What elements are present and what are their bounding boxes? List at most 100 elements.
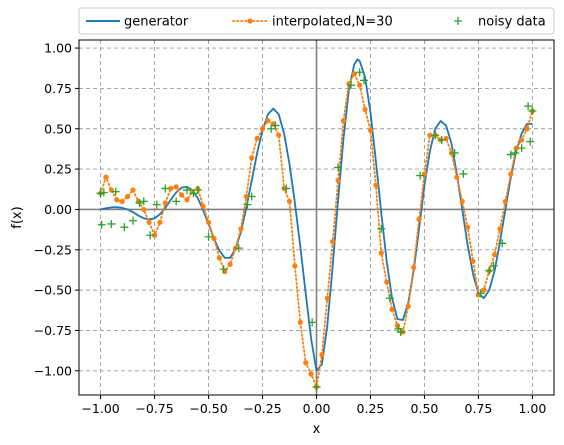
- noisy-data-point: [128, 216, 137, 225]
- interpolated-point: [265, 118, 271, 124]
- noisy-data-point: [385, 294, 394, 303]
- interpolated-point: [211, 235, 217, 242]
- interpolated-point: [162, 200, 168, 206]
- x-tick-label: 0.50: [411, 401, 439, 416]
- interpolated-point: [330, 239, 336, 245]
- interpolated-point: [303, 360, 309, 366]
- interpolated-point: [454, 174, 460, 180]
- noisy-data-point: [172, 197, 181, 206]
- x-tick-label: 0.25: [357, 401, 385, 416]
- x-tick-label: −0.75: [135, 401, 173, 416]
- noisy-data-point: [107, 219, 116, 228]
- y-tick-label: 0.25: [44, 162, 72, 177]
- legend: generator interpolated,N=30 noisy data: [78, 7, 555, 35]
- noisy-data-point: [247, 192, 256, 201]
- y-tick-label: −1.00: [34, 363, 72, 378]
- interpolated-point: [340, 118, 347, 124]
- interpolated-point: [254, 135, 260, 142]
- interpolated-point: [130, 187, 136, 193]
- interpolated-point: [497, 226, 503, 232]
- interpolated-point: [286, 198, 293, 204]
- noisy-data-point: [347, 81, 356, 90]
- legend-interpolated-label: interpolated,N=30: [272, 15, 393, 30]
- interpolated-point: [103, 174, 109, 180]
- noisy-data-point: [360, 76, 368, 85]
- interpolated-point: [200, 203, 206, 209]
- interpolated-point: [465, 224, 471, 230]
- legend-interpolated-marker: [247, 18, 253, 24]
- interpolated-point: [227, 261, 233, 267]
- interpolated-point: [411, 264, 417, 271]
- noisy-data-point: [524, 102, 533, 111]
- noisy-data-point: [120, 223, 129, 232]
- noisy-data-point: [450, 148, 459, 157]
- noisy-data-point: [485, 266, 494, 275]
- interpolated-point: [259, 126, 266, 132]
- interpolated-point: [405, 303, 411, 309]
- noisy-data-point: [459, 169, 468, 178]
- noisy-data-point: [377, 224, 386, 233]
- legend-box: [78, 7, 555, 35]
- grid: [79, 40, 554, 395]
- noisy-data-point: [476, 289, 485, 298]
- y-tick-label: 0.00: [44, 202, 72, 217]
- y-tick-label: −0.50: [34, 283, 72, 298]
- interpolated-point: [151, 232, 158, 238]
- noisy-data-point: [511, 148, 520, 157]
- interpolated-point: [146, 219, 152, 225]
- x-tick-label: 1.00: [518, 401, 546, 416]
- series-layer: [96, 58, 537, 391]
- noisy-data-point: [99, 188, 108, 197]
- interpolated-point: [502, 198, 509, 204]
- x-tick-label: −0.25: [243, 401, 281, 416]
- interpolated-point: [524, 126, 530, 132]
- interpolated-point: [362, 106, 368, 112]
- interpolated-point: [157, 219, 163, 225]
- noisy-data-point: [139, 197, 148, 206]
- interpolated-point: [178, 192, 185, 198]
- plot-area: [96, 58, 537, 391]
- noisy-data-point: [498, 239, 507, 248]
- y-tick-label: −0.75: [34, 323, 72, 338]
- noisy-data-point: [355, 68, 364, 77]
- interpolated-point: [308, 371, 314, 377]
- legend-noisy-label: noisy data: [478, 15, 546, 30]
- interpolated-point: [276, 132, 282, 138]
- interpolated-point: [459, 198, 465, 204]
- x-tick-label: −1.00: [81, 401, 119, 416]
- interpolated-point: [378, 250, 384, 256]
- noisy-data-point: [308, 318, 317, 327]
- noisy-data-point: [111, 187, 120, 196]
- interpolated-point: [216, 255, 222, 261]
- x-tick-label: 0.00: [303, 401, 331, 416]
- noisy-data-point: [282, 184, 291, 193]
- interpolated-point: [292, 263, 298, 269]
- interpolated-point: [519, 137, 525, 143]
- x-tick-label: 0.75: [465, 401, 493, 416]
- noisy-data-point: [334, 163, 343, 172]
- interpolated-point: [319, 352, 325, 358]
- noisy-data-point: [267, 124, 276, 133]
- y-tick-label: −0.25: [34, 242, 72, 257]
- interpolated-point: [481, 287, 487, 293]
- y-tick-label: 0.50: [44, 121, 72, 136]
- interpolated-point: [470, 258, 476, 264]
- zero-lines: [79, 40, 554, 395]
- noisy-data-point: [243, 200, 252, 209]
- noisy-data-point: [219, 265, 228, 274]
- noisy-data-point: [416, 171, 425, 180]
- noisy-data-point: [204, 232, 213, 241]
- noisy-data-point: [506, 150, 515, 159]
- noisy-data-point: [152, 200, 161, 209]
- noisy-data-point: [437, 136, 446, 145]
- y-axis-label: f(x): [10, 206, 25, 228]
- noisy-data-point: [161, 184, 170, 193]
- noisy-data-point: [189, 189, 198, 198]
- interpolated-point: [492, 252, 498, 258]
- interpolated-point: [168, 185, 174, 192]
- legend-noisy-marker: [454, 17, 462, 25]
- noisy-data-point: [146, 231, 155, 240]
- x-tick-label: −0.50: [189, 401, 227, 416]
- y-tick-label: 0.75: [44, 81, 72, 96]
